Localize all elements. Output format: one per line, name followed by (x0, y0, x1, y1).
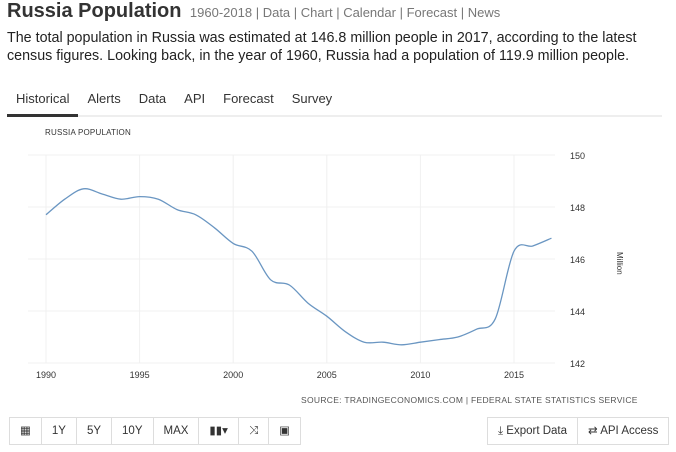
tab-bar: Historical Alerts Data API Forecast Surv… (7, 90, 662, 117)
export-toolbar: ⤓ Export Data ⇄ API Access (487, 417, 670, 445)
image-button[interactable]: ▣ (268, 418, 300, 444)
description: The total population in Russia was estim… (7, 30, 637, 64)
x-tick-label: 2005 (317, 370, 337, 380)
tab-data[interactable]: Data (138, 91, 167, 106)
y-tick-label: 150 (570, 151, 585, 161)
population-chart: 150 148 146 144 142 1990 1995 2000 2005 2010 2015 M… (28, 151, 624, 380)
calendar-button[interactable]: ▦ (10, 418, 41, 444)
x-tick-label: 2010 (410, 370, 430, 380)
link-data[interactable]: Data (262, 5, 291, 20)
range-1y-button[interactable]: 1Y (40, 418, 76, 444)
chart-type-button[interactable]: ▮▮▾ (198, 418, 237, 444)
page-title: Russia Population (7, 0, 182, 22)
chart-toolbar: ▦ 1Y 5Y 10Y MAX ▮▮▾ ⤨ ▣ (9, 417, 301, 445)
population-line (45, 188, 552, 346)
api-label: API Access (600, 425, 659, 437)
tab-alerts[interactable]: Alerts (87, 91, 121, 106)
tab-forecast[interactable]: Forecast (223, 91, 274, 106)
range-max-button[interactable]: MAX (152, 418, 199, 444)
export-data-button[interactable]: ⤓ Export Data (488, 418, 577, 444)
y-axis-label: Million (615, 252, 624, 275)
link-news[interactable]: News (467, 5, 501, 20)
image-icon: ▣ (279, 425, 290, 437)
compare-button[interactable]: ⤨ (237, 418, 268, 444)
link-calendar[interactable]: Calendar (343, 5, 396, 20)
link-forecast[interactable]: Forecast (406, 5, 458, 20)
range-5y-button[interactable]: 5Y (75, 418, 111, 444)
header-links: 1960-2018 | Data | Chart | Calendar | Fo… (189, 5, 501, 20)
page-header: Russia Population 1960-2018 | Data | Cha… (7, 0, 500, 23)
link-range[interactable]: 1960-2018 (189, 5, 253, 20)
range-10y-button[interactable]: 10Y (111, 418, 152, 444)
y-tick-label: 142 (570, 359, 585, 369)
chart-source: SOURCE: TRADINGECONOMICS.COM | FEDERAL S… (301, 395, 638, 405)
shuffle-icon: ⤨ (248, 425, 259, 437)
x-tick-label: 2015 (504, 370, 524, 380)
export-label: Export Data (506, 425, 568, 437)
y-tick-label: 146 (570, 255, 585, 265)
x-tick-label: 2000 (223, 370, 243, 380)
link-chart[interactable]: Chart (300, 5, 333, 20)
tab-api[interactable]: API (184, 91, 206, 106)
exchange-icon: ⇄ (588, 425, 601, 437)
y-tick-label: 148 (570, 203, 585, 213)
tab-survey[interactable]: Survey (291, 91, 333, 106)
x-tick-label: 1995 (130, 370, 150, 380)
download-icon: ⤓ (498, 425, 507, 437)
y-tick-label: 144 (570, 307, 585, 317)
chart-title: RUSSIA POPULATION (45, 128, 131, 137)
calendar-icon: ▦ (20, 425, 31, 437)
api-access-button[interactable]: ⇄ API Access (577, 418, 668, 444)
bar-chart-icon: ▮▮▾ (209, 425, 228, 437)
tab-historical[interactable]: Historical (7, 90, 79, 117)
x-tick-label: 1990 (36, 370, 56, 380)
